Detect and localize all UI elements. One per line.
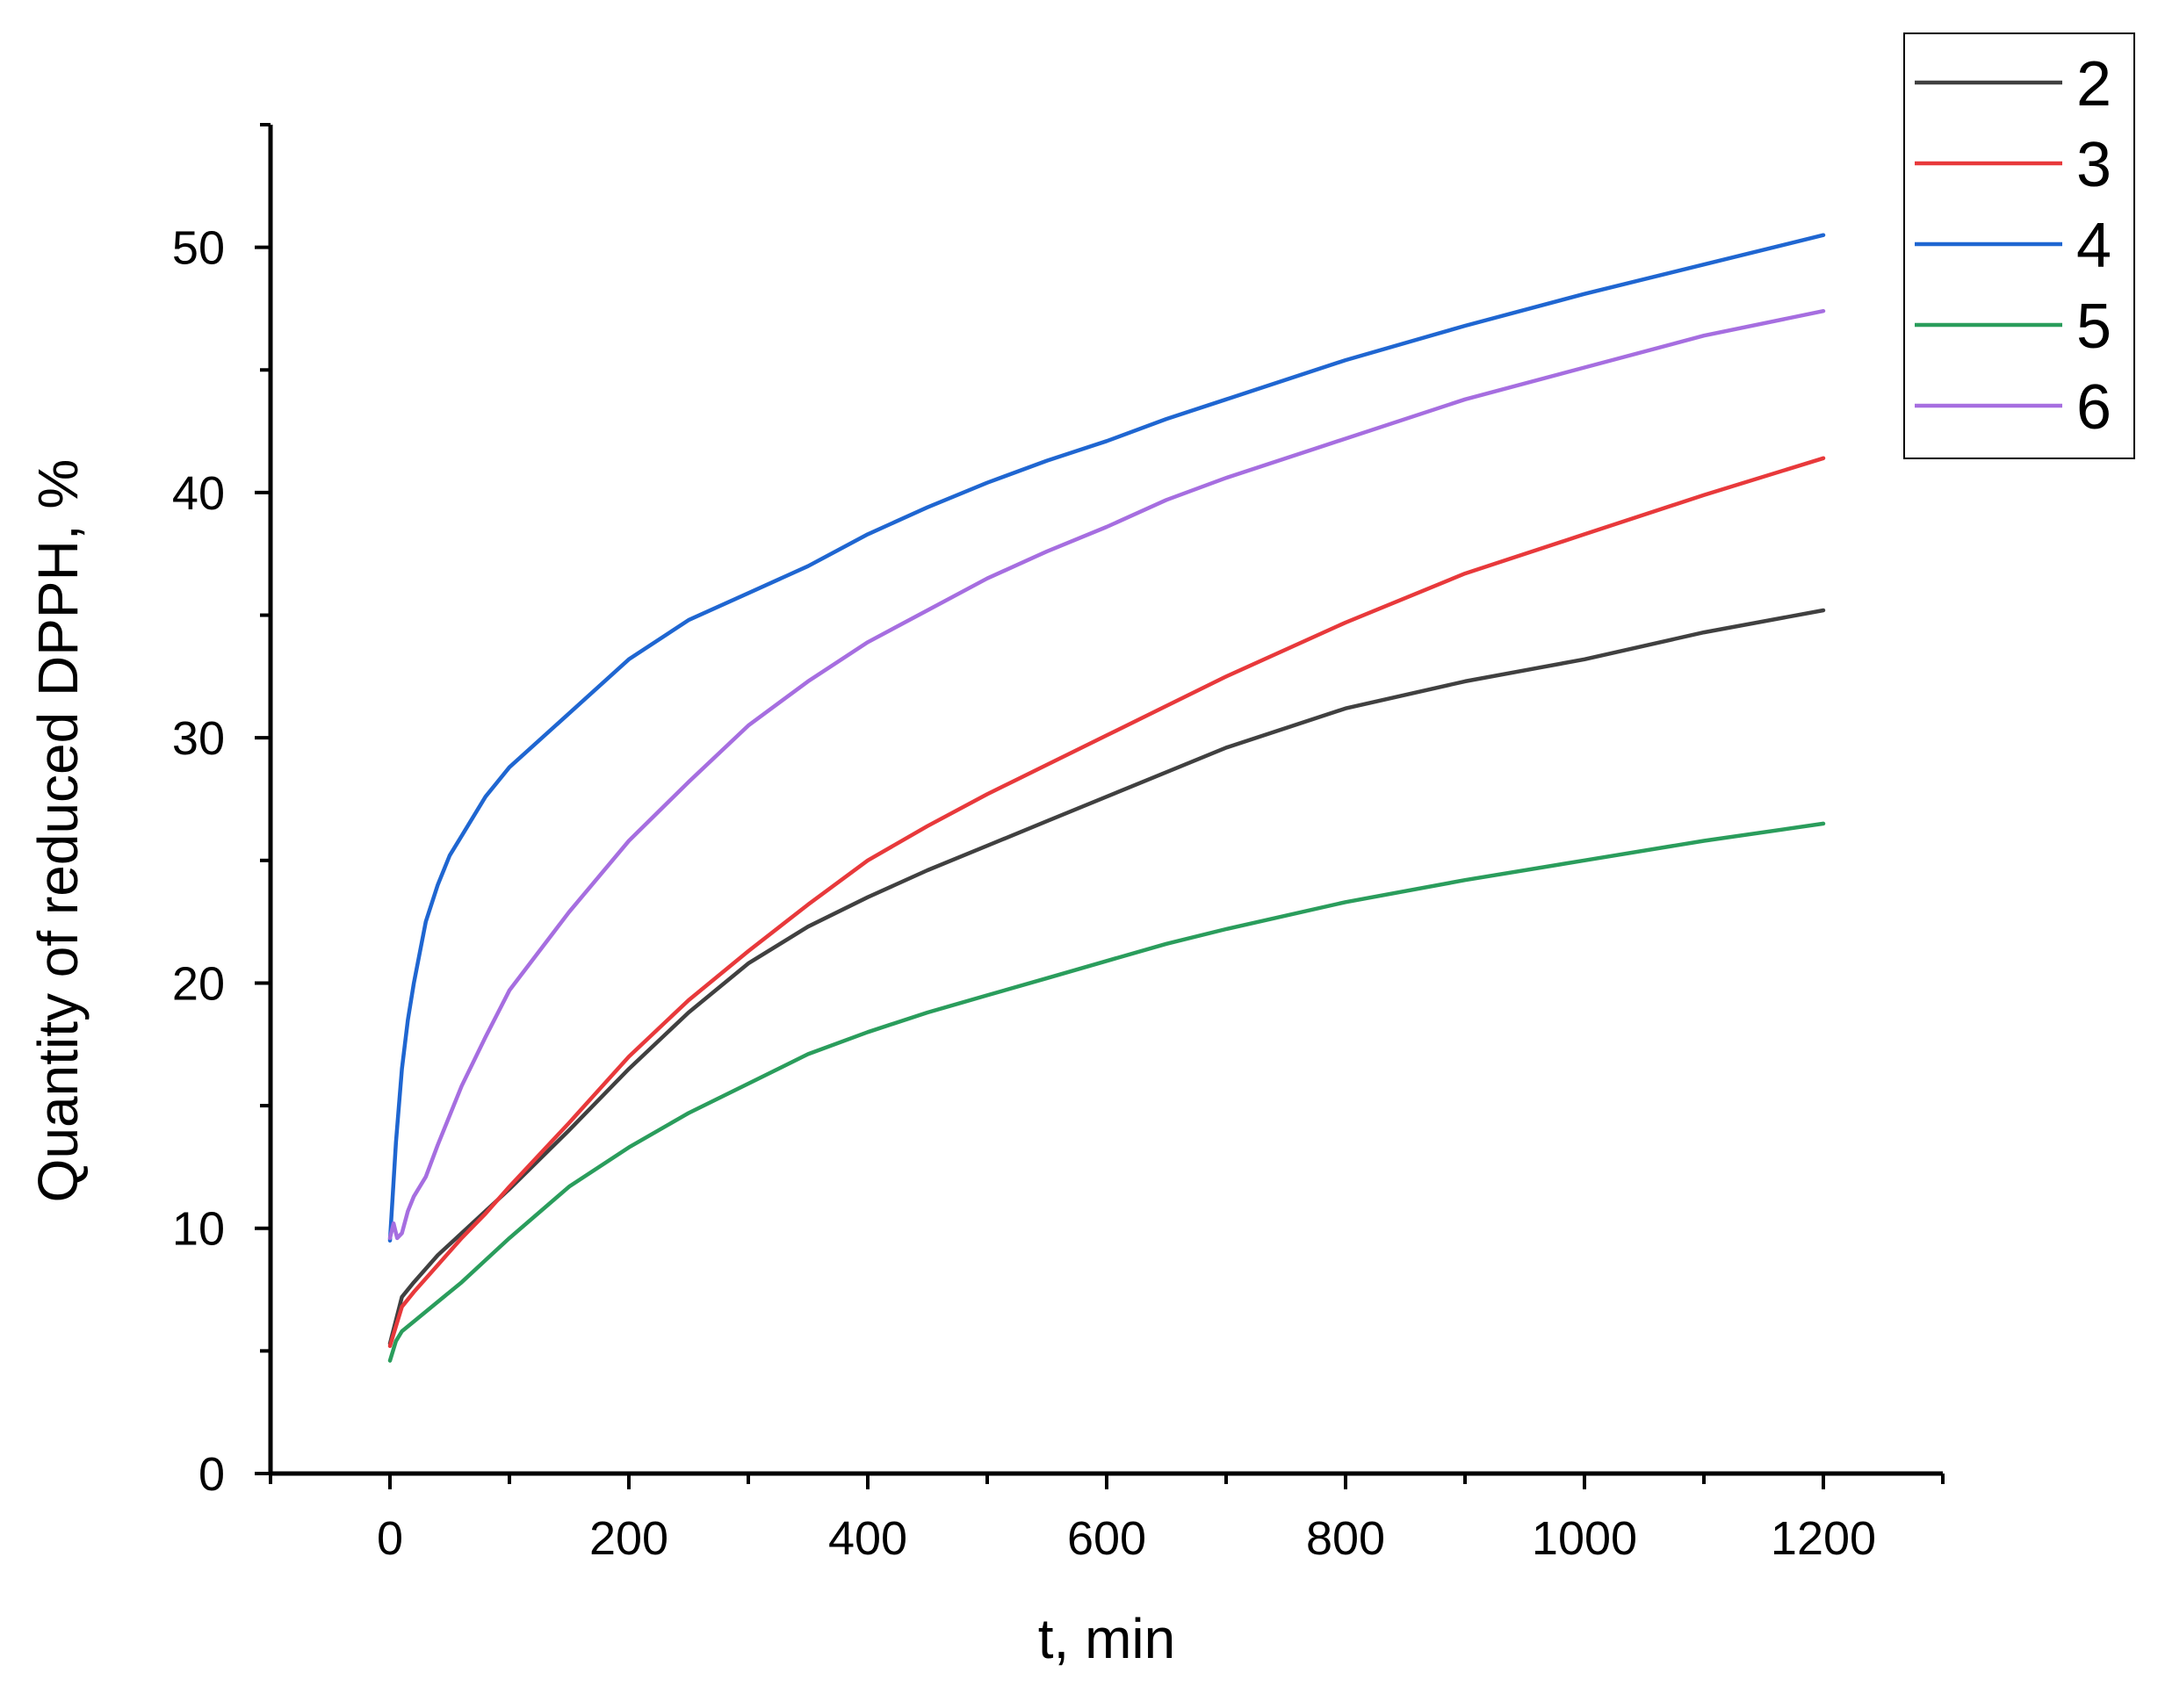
x-tick-label: 1000	[1532, 1512, 1637, 1565]
legend-label-2: 2	[2076, 49, 2111, 119]
series-line-5	[387, 821, 1826, 1363]
y-axis-title: Quantity of reduced DPPH, %	[26, 459, 90, 1203]
y-tick-label: 30	[172, 712, 225, 765]
x-axis-title: t, min	[1038, 1607, 1175, 1670]
y-tick-label: 50	[172, 222, 225, 275]
ticks: 0 200 400 600 800 1000 1200 0 10 20 30 40 50	[172, 123, 1945, 1565]
series-line-4	[387, 233, 1826, 1243]
legend: 2 3 4 5 6	[1903, 32, 2135, 459]
legend-label-4: 4	[2076, 211, 2111, 281]
axes	[268, 125, 1943, 1476]
legend-label-5: 5	[2076, 292, 2111, 362]
x-tick-label: 800	[1306, 1512, 1385, 1565]
series-line-2	[387, 608, 1826, 1346]
legend-label-6: 6	[2076, 372, 2111, 443]
legend-label-3: 3	[2076, 130, 2111, 200]
x-tick-label: 0	[377, 1512, 403, 1565]
x-tick-label: 400	[828, 1512, 907, 1565]
x-tick-label: 200	[589, 1512, 668, 1565]
series-line-6	[387, 308, 1826, 1241]
series-lines	[387, 233, 1826, 1363]
y-tick-label: 40	[172, 467, 225, 520]
x-tick-label: 1200	[1771, 1512, 1876, 1565]
y-tick-label: 20	[172, 957, 225, 1010]
y-tick-label: 10	[172, 1203, 225, 1256]
x-tick-label: 600	[1067, 1512, 1146, 1565]
y-tick-label: 0	[198, 1448, 225, 1501]
series-line-3	[387, 456, 1826, 1349]
